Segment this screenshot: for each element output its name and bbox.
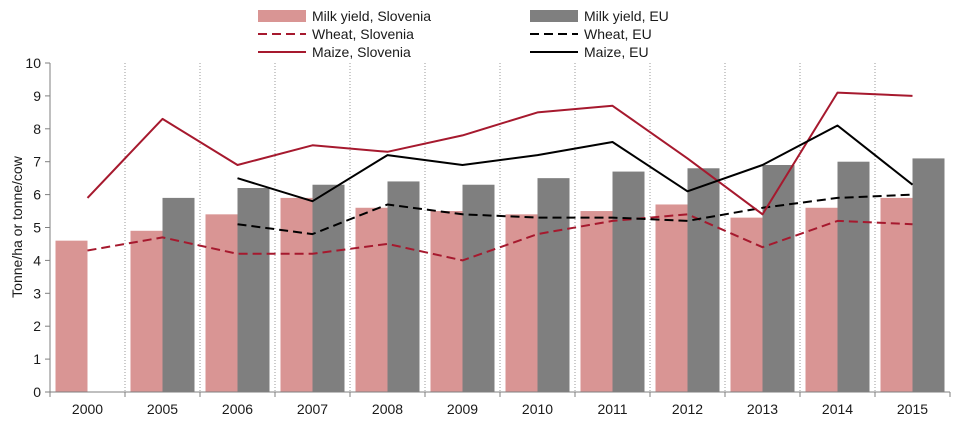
bar-milk-yield-eu-2012: [687, 168, 720, 392]
x-tick-label: 2010: [522, 401, 553, 417]
legend-label-maize-slovenia: Maize, Slovenia: [312, 44, 411, 60]
y-tick-label: 1: [33, 351, 41, 367]
bar-milk-yield-slovenia-2013: [730, 217, 763, 392]
bar-milk-yield-eu-2007: [312, 184, 345, 392]
bar-milk-yield-eu-2011: [612, 171, 645, 392]
y-tick-label: 2: [33, 318, 41, 334]
bar-milk-yield-slovenia-2005: [130, 230, 163, 392]
bar-milk-yield-slovenia-2015: [880, 197, 913, 392]
bar-milk-yield-eu-2014: [837, 161, 870, 392]
bar-milk-yield-eu-2013: [762, 164, 795, 392]
x-tick-label: 2015: [897, 401, 928, 417]
x-tick-label: 2006: [222, 401, 253, 417]
bar-milk-yield-slovenia-2006: [205, 214, 238, 392]
bar-milk-yield-eu-2015: [912, 158, 945, 392]
bar-milk-yield-slovenia-2011: [580, 211, 613, 392]
x-tick-label: 2011: [597, 401, 627, 417]
legend-label-wheat-eu: Wheat, EU: [584, 26, 652, 42]
bar-milk-yield-slovenia-2012: [655, 204, 688, 392]
line-wheat-eu: [237, 193, 913, 236]
legend-swatch-milk-yield-eu: [530, 10, 578, 22]
y-tick-label: 5: [33, 220, 41, 236]
bar-milk-yield-eu-2010: [537, 178, 570, 392]
bar-milk-yield-eu-2005: [162, 197, 195, 392]
y-axis-title: Tonne/ha or tonne/cow: [9, 155, 25, 298]
gridlines: [124, 63, 876, 392]
bar-milk-yield-eu-2009: [462, 184, 495, 392]
y-tick-label: 4: [33, 252, 41, 268]
legend-label-maize-eu: Maize, EU: [584, 44, 649, 60]
bar-milk-yield-slovenia-2010: [505, 214, 538, 392]
x-tick-label: 2012: [672, 401, 703, 417]
x-tick-label: 2014: [822, 401, 853, 417]
y-tick-label: 10: [25, 55, 41, 71]
y-tick-label: 8: [33, 121, 41, 137]
line-maize-slovenia: [86, 91, 913, 216]
bar-milk-yield-eu-2006: [237, 188, 270, 392]
x-tick-label: 2005: [147, 401, 178, 417]
axes: [45, 62, 951, 397]
bar-milk-yield-slovenia-2008: [355, 207, 388, 392]
y-tick-label: 7: [33, 154, 41, 170]
y-tick-labels: 0 1 2 3 4 5 6 7 8 9 10: [25, 55, 41, 400]
bars: [55, 158, 945, 392]
legend-swatch-milk-yield-slovenia: [258, 10, 306, 22]
x-tick-label: 2008: [372, 401, 403, 417]
y-tick-label: 9: [33, 88, 41, 104]
x-tick-labels: 2000 2005 2006 2007 2008 2009 2010 2011 2012 2013…: [72, 401, 928, 417]
lines: [86, 91, 914, 262]
x-tick-label: 2000: [72, 401, 103, 417]
line-maize-eu: [237, 124, 914, 203]
legend-label-milk-yield-slovenia: Milk yield, Slovenia: [312, 8, 431, 24]
x-tick-label: 2007: [297, 401, 328, 417]
bar-milk-yield-slovenia-2007: [280, 197, 313, 392]
bar-milk-yield-slovenia-2009: [430, 211, 463, 392]
bar-milk-yield-eu-2008: [387, 181, 420, 392]
x-tick-label: 2009: [447, 401, 478, 417]
legend: Milk yield, Slovenia Milk yield, EU Wheat,…: [258, 8, 669, 60]
bar-milk-yield-slovenia-2014: [805, 207, 838, 392]
line-wheat-slovenia: [87, 213, 913, 262]
legend-label-milk-yield-eu: Milk yield, EU: [584, 8, 669, 24]
y-tick-label: 0: [33, 384, 41, 400]
y-tick-label: 6: [33, 187, 41, 203]
legend-label-wheat-slovenia: Wheat, Slovenia: [312, 26, 414, 42]
y-tick-label: 3: [33, 285, 41, 301]
bar-milk-yield-slovenia-2000: [55, 240, 88, 392]
x-tick-label: 2013: [747, 401, 778, 417]
